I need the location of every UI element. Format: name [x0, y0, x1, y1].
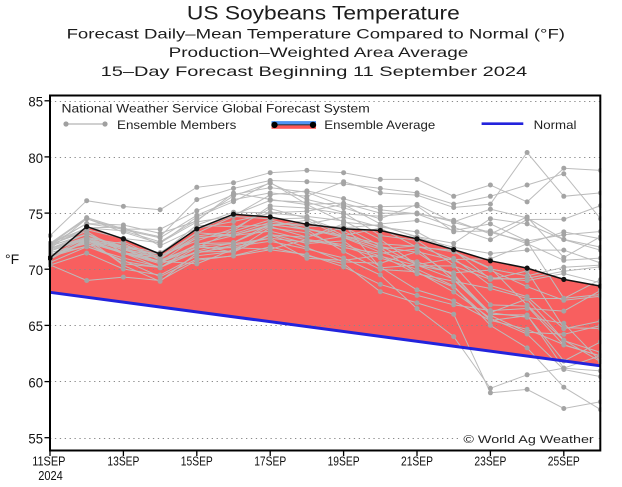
svg-text:© World Ag Weather: © World Ag Weather: [463, 434, 594, 446]
svg-text:Forecast Daily–Mean Temperatur: Forecast Daily–Mean Temperature Compared…: [67, 25, 565, 41]
svg-text:Production–Weighted Area Avera: Production–Weighted Area Average: [169, 44, 469, 60]
svg-text:23SEP: 23SEP: [474, 453, 506, 468]
svg-text:US Soybeans Temperature: US Soybeans Temperature: [187, 2, 460, 24]
svg-text:2024: 2024: [38, 468, 63, 482]
svg-text:70: 70: [28, 262, 43, 278]
svg-text:80: 80: [28, 150, 43, 166]
svg-text:National Weather Service Globa: National Weather Service Global Forecast…: [62, 102, 370, 116]
svg-text:17SEP: 17SEP: [254, 453, 286, 468]
svg-text:85: 85: [28, 94, 43, 110]
svg-text:65: 65: [28, 318, 43, 334]
svg-text:Ensemble Average: Ensemble Average: [324, 118, 435, 132]
svg-text:21SEP: 21SEP: [401, 453, 433, 468]
svg-text:75: 75: [28, 206, 43, 222]
svg-text:15–Day Forecast Beginning 11 S: 15–Day Forecast Beginning 11 September 2…: [101, 63, 528, 79]
svg-text:25SEP: 25SEP: [548, 453, 580, 468]
svg-text:60: 60: [28, 374, 43, 390]
svg-text:°F: °F: [5, 251, 19, 267]
svg-text:Normal: Normal: [534, 118, 577, 132]
svg-text:55: 55: [28, 431, 43, 447]
svg-text:19SEP: 19SEP: [328, 453, 360, 468]
svg-text:11SEP: 11SEP: [32, 453, 65, 468]
svg-text:15SEP: 15SEP: [181, 453, 213, 468]
svg-text:Ensemble Members: Ensemble Members: [117, 118, 236, 132]
svg-text:13SEP: 13SEP: [107, 453, 139, 468]
